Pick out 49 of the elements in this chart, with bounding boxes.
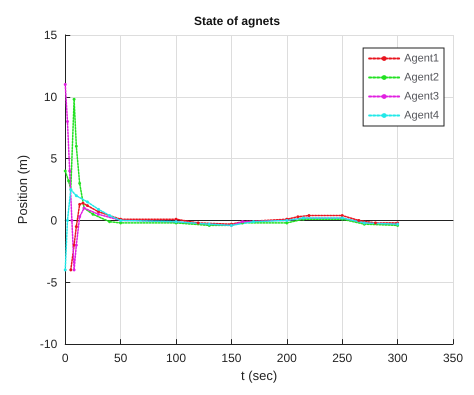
y-tick-label: 10	[44, 90, 58, 104]
point	[70, 218, 74, 222]
x-tick-label: 250	[332, 351, 353, 366]
x-tick-label: 200	[276, 351, 298, 366]
point	[86, 200, 89, 204]
point	[91, 212, 94, 216]
point	[68, 170, 72, 173]
point	[74, 144, 78, 148]
x-axis-title: t (sec)	[241, 368, 278, 383]
point	[108, 214, 112, 218]
point	[108, 220, 112, 224]
point	[96, 212, 100, 216]
point	[64, 268, 67, 272]
point	[64, 82, 67, 86]
y-tick-label: -10	[40, 337, 58, 352]
x-tick-label: 150	[221, 351, 242, 366]
point	[69, 268, 72, 272]
y-axis-title: Position (m)	[15, 154, 30, 224]
point	[72, 268, 76, 272]
y-tick-label: 15	[44, 28, 58, 42]
y-tick-label: 0	[50, 213, 58, 228]
x-tick-label: 50	[114, 351, 128, 366]
legend-label: Agent4	[404, 110, 440, 122]
line-series	[69, 202, 400, 272]
point	[67, 179, 70, 182]
legend-label: Agent3	[404, 90, 440, 102]
chart-title: State of agnets	[194, 14, 280, 28]
point	[374, 221, 377, 224]
x-tick-label: 350	[442, 351, 464, 366]
point	[74, 194, 78, 198]
point	[96, 208, 100, 211]
point	[357, 218, 360, 222]
point	[296, 215, 300, 218]
x-tick-label: 300	[388, 351, 408, 366]
y-tick-label: 5	[50, 152, 58, 166]
point	[196, 221, 200, 224]
point	[252, 220, 256, 224]
point	[81, 202, 84, 205]
legend-label: Agent2	[404, 72, 440, 84]
point	[74, 225, 78, 228]
point	[78, 202, 82, 206]
point	[72, 98, 76, 101]
x-tick-label: 0	[62, 351, 69, 366]
legend-label: Agent1	[404, 52, 440, 64]
point	[78, 182, 82, 185]
y-tick-label: -5	[46, 275, 58, 290]
point	[64, 170, 67, 173]
x-tick-label: 100	[166, 351, 186, 366]
point	[86, 204, 89, 208]
